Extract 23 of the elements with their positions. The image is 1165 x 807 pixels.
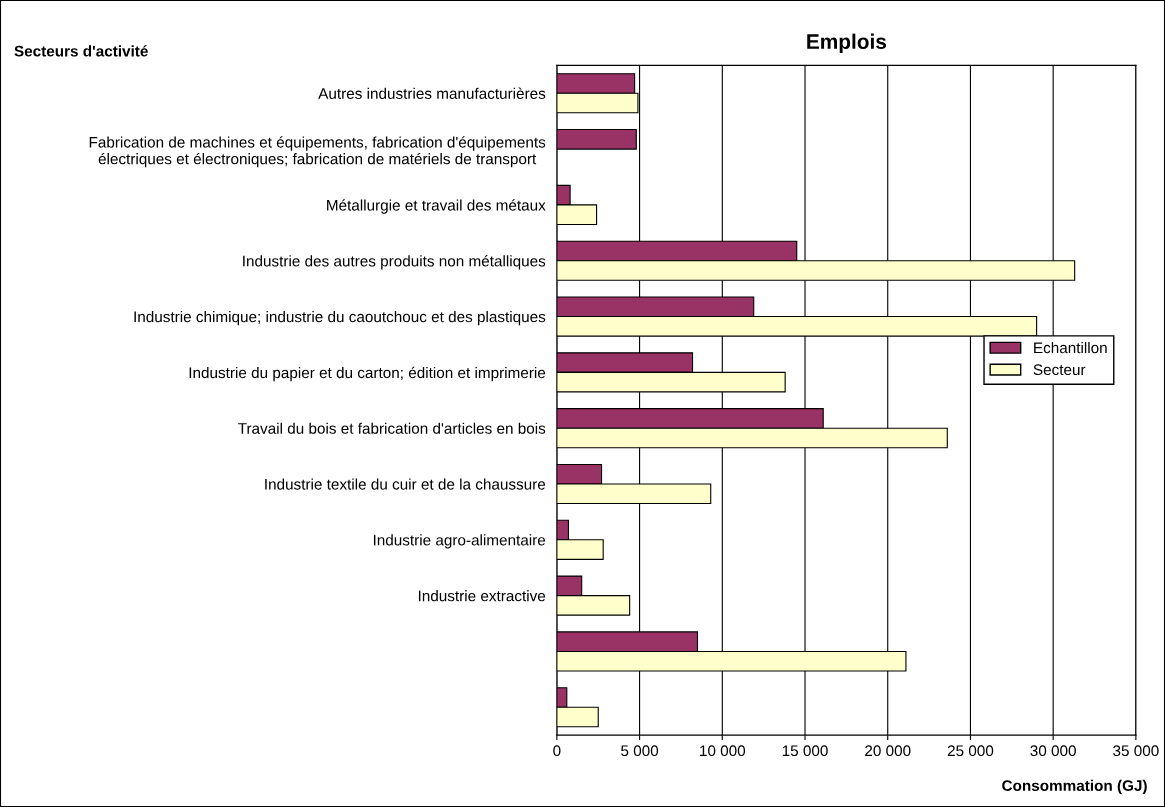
y-axis-title: Secteurs d'activité — [14, 45, 148, 57]
y-tick-label: Industrie du papier et du carton; édition et imprimerie — [189, 366, 546, 382]
y-tick-label: Industrie agro-alimentaire — [373, 534, 546, 549]
x-tick-label: 35 000 — [1113, 745, 1159, 757]
y-tick-label: Industrie textile du cuir et de la chaussure — [265, 478, 546, 490]
x-tick-label: 5 000 — [621, 745, 659, 757]
y-tick-label: Industrie des autres produits non métalliques — [243, 255, 546, 270]
y-tick-label: Industrie chimique; industrie du caoutchouc et des plastiques — [134, 311, 546, 326]
legend-label: Secteur — [1033, 364, 1086, 376]
y-tick-label: Industrie extractive — [418, 590, 546, 602]
y-tick-label: Autres industries manufacturières — [318, 87, 546, 99]
legend-label: Echantillon — [1034, 342, 1107, 354]
chart-title: Emplois — [807, 33, 887, 54]
x-tick-label: 0 — [553, 745, 561, 757]
y-tick-label: Fabrication de machines et équipements, fabrication d'équipements électriques et électroniques; fabrication de matériels de transport — [89, 136, 546, 168]
x-tick-label: 15 000 — [782, 745, 828, 757]
x-tick-label: 30 000 — [1030, 745, 1076, 757]
x-tick-label: 10 000 — [700, 745, 746, 757]
y-tick-label: Travail du bois et fabrication d'articles en bois — [238, 422, 546, 434]
x-tick-label: 25 000 — [947, 745, 994, 757]
x-tick-label: 20 000 — [865, 745, 911, 757]
y-tick-label: Métallurgie et travail des métaux — [327, 199, 546, 214]
x-axis-title: Consommation (GJ) — [1002, 779, 1147, 795]
